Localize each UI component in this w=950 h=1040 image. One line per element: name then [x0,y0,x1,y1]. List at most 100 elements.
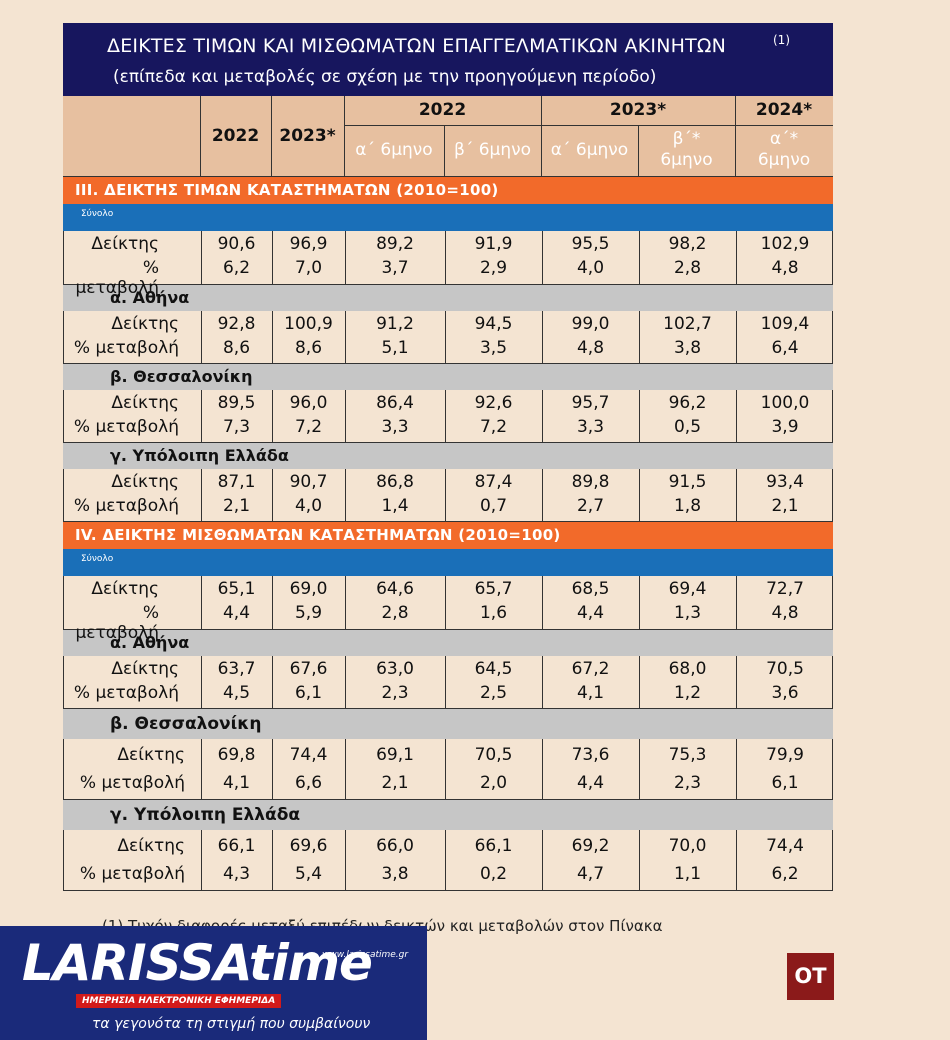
index-value: 96,2 [668,393,707,413]
data-row: Δείκτης 89,5 96,0 86,4 92,6 95,7 96,2 100,0 % με… [63,390,833,443]
index-value: 69,4 [668,579,707,599]
region-header: β. Θεσσαλονίκη [63,709,833,739]
index-value: 66,1 [474,836,513,856]
cell-line [542,469,543,521]
larissatime-logo[interactable]: LARISSAtime www.larissatime.gr ΗΜΕΡΗΣΙΑ … [0,926,427,1040]
change-value: 5,4 [294,864,323,884]
change-value: 1,2 [673,683,702,703]
change-value: 2,3 [381,683,409,703]
change-value: 8,6 [222,338,251,358]
region-header: γ. Υπόλοιπη Ελλάδα [63,443,833,469]
change-value: 4,8 [576,338,605,358]
change-value: 3,5 [479,338,508,358]
ot-badge[interactable]: OT [787,953,834,1000]
index-value: 75,3 [668,745,707,765]
header-year: 2022 [211,126,260,146]
change-value: 3,3 [381,417,409,437]
cell-line [736,390,737,442]
cell-line [639,830,640,890]
index-value: 90,6 [217,234,256,254]
index-value: 89,8 [571,472,610,492]
index-value: 94,5 [474,314,513,334]
index-value: 96,9 [289,234,328,254]
index-value: 68,5 [571,579,610,599]
data-row: Δείκτης 92,8 100,9 91,2 94,5 99,0 102,7 109,4 % … [63,311,833,364]
cell-line [345,576,346,629]
header-period-line: 6μηνο [757,150,811,170]
cell-line [201,656,202,708]
header-period-line: β΄ 6μηνο [453,140,532,160]
change-value: 6,6 [294,773,323,793]
cell-line [272,739,273,799]
cell-line [445,739,446,799]
header-period-line: α΄* [769,129,799,149]
header-group-line [344,125,833,126]
logo-slogan: τα γεγονότα τη στιγμή που συμβαίνουν [92,1016,371,1032]
cell-line [345,311,346,363]
cell-line [345,656,346,708]
change-value: 1,4 [381,496,409,516]
region-header: γ. Υπόλοιπη Ελλάδα [63,800,833,830]
index-value: 63,0 [376,659,414,679]
header-group: 2023* [609,100,667,120]
index-value: 66,1 [217,836,256,856]
change-label: % μεταβολή [75,258,159,298]
cell-line [272,576,273,629]
cell-line [445,469,446,521]
header-col-line [200,96,201,176]
cell-line [201,469,202,521]
cell-line [272,656,273,708]
index-label: Δείκτης [111,659,179,679]
header-col-line [444,126,445,176]
index-value: 89,2 [376,234,414,254]
cell-line [201,390,202,442]
cell-line [639,656,640,708]
change-value: 4,3 [222,864,251,884]
index-value: 63,7 [217,659,256,679]
index-value: 69,6 [289,836,328,856]
cell-line [736,469,737,521]
change-value: 3,7 [381,258,409,278]
total-header: Σύνολο [63,549,833,576]
change-value: 6,2 [771,864,799,884]
header-col-line [541,96,542,176]
cell-line [201,830,202,890]
index-value: 102,9 [760,234,810,254]
change-label: % μεταβολή [75,603,159,643]
cell-line [736,576,737,629]
index-value: 67,2 [571,659,610,679]
index-value: 69,0 [289,579,328,599]
total-header: Σύνολο [63,204,833,231]
index-value: 102,7 [663,314,712,334]
cell-line [345,231,346,284]
data-row: Δείκτης 63,7 67,6 63,0 64,5 67,2 68,0 70,5 % μετ… [63,656,833,709]
index-value: 64,6 [376,579,414,599]
change-value: 4,4 [576,773,605,793]
index-value: 66,0 [376,836,414,856]
change-value: 1,6 [479,603,508,623]
change-value: 4,8 [771,258,799,278]
change-value: 6,1 [294,683,323,703]
change-value: 8,6 [294,338,323,358]
index-value: 65,7 [474,579,513,599]
change-value: 6,4 [771,338,799,358]
cell-line [639,311,640,363]
index-label: Δείκτης [111,472,179,492]
cell-line [272,231,273,284]
change-value: 2,7 [576,496,605,516]
cell-line [639,739,640,799]
section-header: ΙΙΙ. ΔΕΙΚΤΗΣ ΤΙΜΩΝ ΚΑΤΑΣΤΗΜΑΤΩΝ (2010=10… [63,177,833,204]
index-value: 73,6 [571,745,610,765]
cell-line [542,311,543,363]
data-row: Δείκτης 87,1 90,7 86,8 87,4 89,8 91,5 93,4 % μετ… [63,469,833,522]
change-value: 6,2 [222,258,251,278]
change-value: 2,9 [479,258,508,278]
change-value: 4,4 [576,603,605,623]
cell-line [345,739,346,799]
index-label: Δείκτης [111,393,179,413]
cell-line [736,656,737,708]
cell-line [272,311,273,363]
index-value: 100,9 [284,314,333,334]
index-value: 92,8 [217,314,256,334]
change-value: 1,8 [673,496,702,516]
